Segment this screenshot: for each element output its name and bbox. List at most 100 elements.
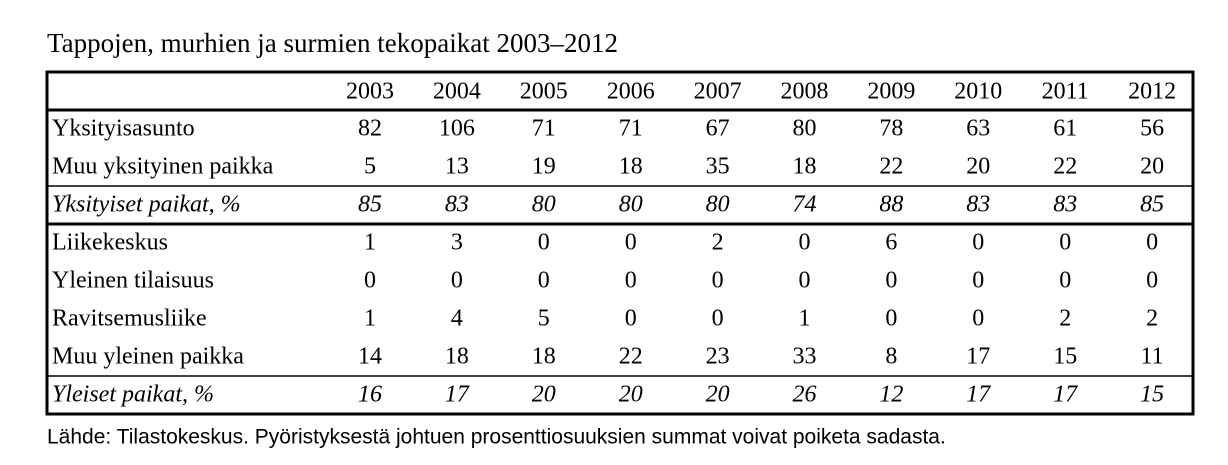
- cell: 35: [706, 154, 730, 180]
- cell: 0: [799, 230, 811, 256]
- cell: 20: [1140, 154, 1164, 180]
- cell: 85: [1140, 192, 1164, 218]
- cell: 3: [451, 230, 463, 256]
- cell: 1: [364, 306, 376, 332]
- cell: 63: [966, 116, 990, 142]
- cell: 83: [1053, 192, 1077, 218]
- cell: 2: [1146, 306, 1158, 332]
- cell: 67: [706, 116, 730, 142]
- cell: 18: [445, 344, 469, 370]
- cell: 0: [972, 230, 984, 256]
- cell: 80: [706, 192, 730, 218]
- cell: 0: [364, 268, 376, 294]
- cell: 0: [712, 268, 724, 294]
- cell: 17: [1053, 382, 1078, 408]
- column-header: 2012: [1128, 79, 1176, 105]
- cell: 1: [799, 306, 811, 332]
- cell: 22: [879, 154, 903, 180]
- cell: 5: [538, 306, 550, 332]
- cell: 0: [538, 230, 550, 256]
- row-label: Yksityiset paikat, %: [52, 192, 241, 218]
- cell: 0: [1059, 268, 1071, 294]
- column-header: 2009: [867, 79, 915, 105]
- cell: 0: [451, 268, 463, 294]
- cell: 80: [793, 116, 817, 142]
- column-header: 2005: [520, 79, 568, 105]
- cell: 15: [1053, 344, 1077, 370]
- column-header: 2010: [954, 79, 1002, 105]
- cell: 61: [1053, 116, 1077, 142]
- column-header: 2011: [1042, 79, 1089, 105]
- cell: 83: [445, 192, 469, 218]
- cell: 22: [1053, 154, 1077, 180]
- cell: 71: [532, 116, 556, 142]
- cell: 0: [625, 268, 637, 294]
- cell: 18: [619, 154, 643, 180]
- cell: 1: [364, 230, 376, 256]
- cell: 5: [364, 154, 376, 180]
- row-label: Yleinen tilaisuus: [52, 268, 214, 294]
- cell: 83: [966, 192, 990, 218]
- cell: 71: [619, 116, 643, 142]
- cell: 17: [966, 382, 991, 408]
- cell: 0: [1059, 230, 1071, 256]
- cell: 14: [358, 344, 382, 370]
- cell: 17: [445, 382, 470, 408]
- cell: 0: [625, 306, 637, 332]
- cell: 0: [1146, 230, 1158, 256]
- table-title: Tappojen, murhien ja surmien tekopaikat …: [47, 28, 618, 58]
- cell: 0: [625, 230, 637, 256]
- cell: 20: [966, 154, 990, 180]
- cell: 82: [358, 116, 382, 142]
- cell: 15: [1140, 382, 1164, 408]
- row-label: Yksityisasunto: [52, 116, 195, 142]
- cell: 0: [885, 268, 897, 294]
- cell: 0: [1146, 268, 1158, 294]
- cell: 6: [885, 230, 897, 256]
- cell: 12: [879, 382, 903, 408]
- column-header: 2006: [607, 79, 655, 105]
- cell: 19: [532, 154, 556, 180]
- cell: 23: [706, 344, 730, 370]
- row-label: Muu yksityinen paikka: [52, 154, 274, 180]
- row-label: Ravitsemusliike: [52, 306, 207, 332]
- cell: 0: [972, 306, 984, 332]
- row-label: Muu yleinen paikka: [52, 344, 244, 370]
- cell: 0: [712, 306, 724, 332]
- cell: 56: [1140, 116, 1164, 142]
- cell: 80: [532, 192, 556, 218]
- cell: 80: [619, 192, 643, 218]
- cell: 11: [1141, 344, 1164, 370]
- cell: 20: [619, 382, 643, 408]
- cell: 2: [1059, 306, 1071, 332]
- cell: 78: [879, 116, 903, 142]
- cell: 106: [439, 116, 475, 142]
- cell: 0: [538, 268, 550, 294]
- cell: 26: [793, 382, 817, 408]
- cell: 13: [445, 154, 469, 180]
- cell: 16: [358, 382, 382, 408]
- cell: 33: [793, 344, 817, 370]
- cell: 8: [885, 344, 897, 370]
- cell: 22: [619, 344, 643, 370]
- cell: 20: [532, 382, 556, 408]
- column-header: 2007: [694, 79, 742, 105]
- row-label: Liikekeskus: [52, 230, 168, 256]
- cell: 0: [799, 268, 811, 294]
- cell: 0: [972, 268, 984, 294]
- cell: 0: [885, 306, 897, 332]
- cell: 2: [712, 230, 724, 256]
- source-note: Lähde: Tilastokeskus. Pyöristyksestä joh…: [47, 426, 946, 449]
- cell: 4: [451, 306, 463, 332]
- cell: 88: [879, 192, 903, 218]
- column-header: 2003: [346, 79, 394, 105]
- cell: 17: [966, 344, 990, 370]
- cell: 20: [706, 382, 730, 408]
- column-header: 2008: [781, 79, 829, 105]
- cell: 18: [532, 344, 556, 370]
- cell: 74: [793, 192, 817, 218]
- column-header: 2004: [433, 79, 481, 105]
- row-label: Yleiset paikat, %: [52, 382, 214, 408]
- cell: 85: [358, 192, 382, 218]
